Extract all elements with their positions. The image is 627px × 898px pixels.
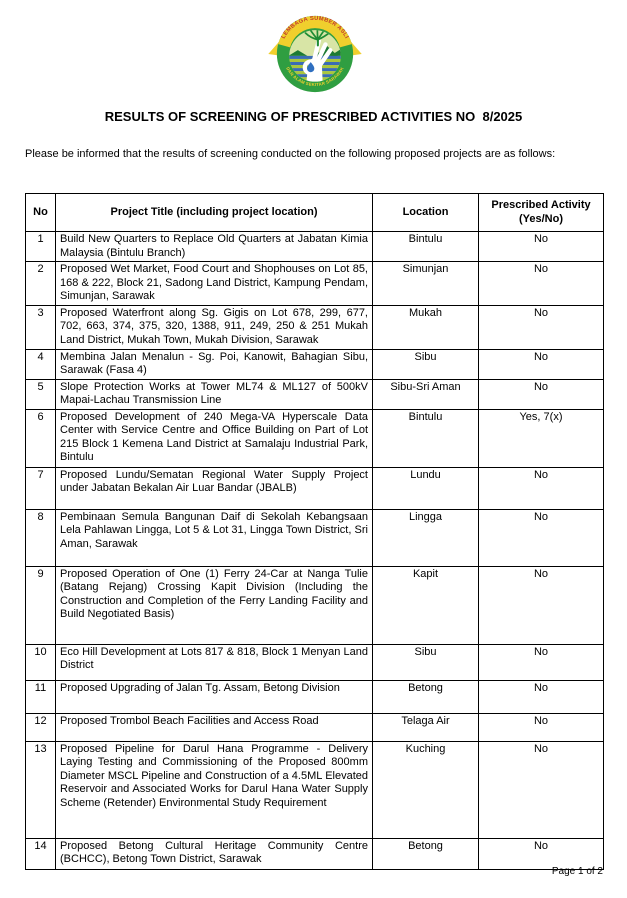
location-cell: Betong [372, 837, 479, 870]
col-header-location: Location [372, 193, 479, 232]
table-row: 6 Proposed Development of 240 Mega-VA Hy… [25, 408, 604, 468]
prescribed-activity-cell: No [478, 231, 604, 262]
table-row: 4 Membina Jalan Menalun - Sg. Poi, Kanow… [25, 348, 604, 380]
prescribed-activity-cell: No [478, 837, 604, 870]
project-title-cell: Eco Hill Development at Lots 817 & 818, … [55, 643, 373, 681]
project-title-cell: Proposed Waterfront along Sg. Gigis on L… [55, 304, 373, 350]
water-drop-icon [307, 62, 315, 73]
intro-paragraph: Please be informed that the results of s… [25, 148, 556, 160]
row-number-cell: 3 [25, 304, 56, 350]
project-title-cell: Proposed Operation of One (1) Ferry 24-C… [55, 565, 373, 645]
table-row: 14 Proposed Betong Cultural Heritage Com… [25, 837, 604, 870]
row-number-cell: 4 [25, 348, 56, 380]
location-cell: Sibu-Sri Aman [372, 378, 479, 410]
row-number-cell: 11 [25, 679, 56, 714]
row-number-cell: 6 [25, 408, 56, 468]
location-cell: Bintulu [372, 231, 479, 262]
prescribed-activity-cell: No [478, 304, 604, 350]
table-row: 2 Proposed Wet Market, Food Court and Sh… [25, 261, 604, 306]
prescribed-activity-cell: No [478, 261, 604, 306]
row-number-cell: 5 [25, 378, 56, 410]
prescribed-activity-cell: No [478, 508, 604, 567]
project-title-cell: Membina Jalan Menalun - Sg. Poi, Kanowit… [55, 348, 373, 380]
project-title-cell: Proposed Upgrading of Jalan Tg. Assam, B… [55, 679, 373, 714]
prescribed-activity-cell: No [478, 679, 604, 714]
prescribed-activity-cell: No [478, 643, 604, 681]
project-title-cell: Proposed Wet Market, Food Court and Shop… [55, 261, 373, 306]
row-number-cell: 7 [25, 466, 56, 510]
table-header-row: No Project Title (including project loca… [25, 193, 604, 232]
col-header-project-title: Project Title (including project locatio… [55, 193, 373, 232]
table-row: 1 Build New Quarters to Replace Old Quar… [25, 231, 604, 262]
row-number-cell: 14 [25, 837, 56, 870]
table-row: 7 Proposed Lundu/Sematan Regional Water … [25, 466, 604, 510]
hill-icon [330, 47, 341, 56]
row-number-cell: 8 [25, 508, 56, 567]
project-title-cell: Build New Quarters to Replace Old Quarte… [55, 231, 373, 262]
project-title-cell: Proposed Trombol Beach Facilities and Ac… [55, 712, 373, 742]
table-row: 13 Proposed Pipeline for Darul Hana Prog… [25, 740, 604, 839]
document-title: RESULTS OF SCREENING OF PRESCRIBED ACTIV… [104, 109, 523, 124]
prescribed-activity-cell: No [478, 348, 604, 380]
row-number-cell: 10 [25, 643, 56, 681]
prescribed-activity-cell: No [478, 740, 604, 839]
logo-top-band [278, 15, 352, 48]
location-cell: Bintulu [372, 408, 479, 468]
location-cell: Kuching [372, 740, 479, 839]
location-cell: Simunjan [372, 261, 479, 306]
location-cell: Sibu [372, 348, 479, 380]
prescribed-activity-cell: Yes, 7(x) [478, 408, 604, 468]
row-number-cell: 12 [25, 712, 56, 742]
col-header-no: No [25, 193, 56, 232]
prescribed-activity-cell: No [478, 712, 604, 742]
project-title-cell: Slope Protection Works at Tower ML74 & M… [55, 378, 373, 410]
screening-results-table: No Project Title (including project loca… [25, 193, 604, 870]
project-title-cell: Proposed Lundu/Sematan Regional Water Su… [55, 466, 373, 510]
project-title-cell: Proposed Pipeline for Darul Hana Program… [55, 740, 373, 839]
location-cell: Telaga Air [372, 712, 479, 742]
col-header-prescribed-activity: Prescribed Activity (Yes/No) [478, 193, 604, 232]
project-title-cell: Proposed Betong Cultural Heritage Commun… [55, 837, 373, 870]
table-row: 11 Proposed Upgrading of Jalan Tg. Assam… [25, 679, 604, 714]
project-title-cell: Proposed Development of 240 Mega-VA Hype… [55, 408, 373, 468]
location-cell: Betong [372, 679, 479, 714]
prescribed-activity-cell: No [478, 466, 604, 510]
hill-icon [289, 50, 308, 56]
table-row: 12 Proposed Trombol Beach Facilities and… [25, 712, 604, 742]
location-cell: Lundu [372, 466, 479, 510]
row-number-cell: 2 [25, 261, 56, 306]
row-number-cell: 9 [25, 565, 56, 645]
location-cell: Kapit [372, 565, 479, 645]
location-cell: Lingga [372, 508, 479, 567]
prescribed-activity-cell: No [478, 565, 604, 645]
plant-icon [304, 30, 332, 47]
row-number-cell: 13 [25, 740, 56, 839]
table-row: 5 Slope Protection Works at Tower ML74 &… [25, 378, 604, 410]
location-cell: Sibu [372, 643, 479, 681]
page-number: Page 1 of 2 [551, 866, 603, 877]
location-cell: Mukah [372, 304, 479, 350]
table-row: 3 Proposed Waterfront along Sg. Gigis on… [25, 304, 604, 350]
table-row: 10 Eco Hill Development at Lots 817 & 81… [25, 643, 604, 681]
row-number-cell: 1 [25, 231, 56, 262]
org-logo: LEMBAGA SUMBER ASLI DAN ALAM SEKITAR SAR… [268, 15, 362, 93]
prescribed-activity-cell: No [478, 378, 604, 410]
project-title-cell: Pembinaan Semula Bangunan Daif di Sekola… [55, 508, 373, 567]
table-row: 9 Proposed Operation of One (1) Ferry 24… [25, 565, 604, 645]
table-row: 8 Pembinaan Semula Bangunan Daif di Seko… [25, 508, 604, 567]
